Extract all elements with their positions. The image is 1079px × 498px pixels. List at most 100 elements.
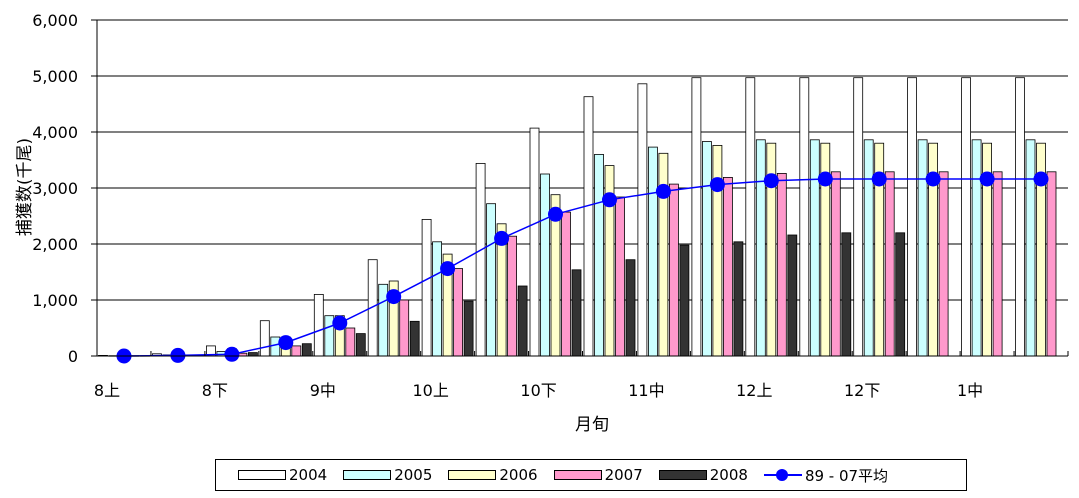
bar-2007-12下: [884, 171, 895, 357]
point-average-1下: [1033, 171, 1049, 187]
bar-2005-11下: [702, 141, 712, 357]
point-average-12中: [817, 171, 833, 187]
y-axis-label: 捕獲数(千尾): [15, 138, 35, 236]
bar-2006-11下: [712, 144, 723, 357]
bar-2008-12下: [895, 232, 906, 357]
bar-2007-10上: [453, 268, 464, 357]
y-tick-label-2: 2,000: [32, 235, 78, 254]
point-average-11上: [602, 192, 617, 208]
legend-item-4: 2008: [658, 466, 748, 484]
legend-label: 2008: [709, 466, 748, 484]
legend-swatch-2008: [658, 470, 707, 480]
bar-2007-9上: [291, 345, 302, 357]
bar-2007-1中: [992, 171, 1003, 357]
x-tick-label-8: 10下: [520, 381, 556, 400]
bar-2004-11上: [583, 96, 594, 357]
bar-2007-10中: [507, 235, 518, 357]
bar-2005-10上: [432, 241, 443, 357]
point-average-10下: [548, 206, 563, 222]
bar-2004-11中: [637, 83, 648, 357]
y-tick-label-6: 6,000: [32, 11, 78, 30]
bar-2007-12中: [830, 171, 841, 357]
bar-series-group: [98, 77, 1057, 357]
legend-item-5: 89 - 07平均: [763, 465, 889, 486]
bar-2004-12中: [799, 77, 810, 357]
x-tick-label-10: 11中: [628, 381, 664, 400]
legend-swatch-2006: [448, 470, 497, 480]
bar-2007-9中: [345, 327, 356, 357]
bar-2005-1上: [917, 139, 928, 357]
point-average-12上: [763, 173, 779, 189]
y-tick-label-3: 3,000: [32, 179, 78, 198]
x-tick-label-4: 9中: [310, 381, 336, 400]
legend-item-3: 2007: [553, 466, 643, 484]
bar-2008-8下: [247, 352, 258, 357]
bar-2005-12下: [863, 139, 874, 357]
line-average: [123, 178, 1041, 357]
bar-2007-11中: [669, 183, 679, 357]
average-line-group: [116, 171, 1049, 364]
x-tick-label-0: 8上: [94, 381, 120, 400]
bar-2004-11下: [691, 77, 702, 357]
bar-2008-11中: [679, 244, 690, 357]
y-tick-label-1: 1,000: [32, 291, 78, 310]
point-average-9中: [332, 315, 348, 331]
bar-2007-10下: [561, 211, 571, 357]
bar-2004-10下: [529, 127, 540, 357]
x-tick-label-2: 8下: [202, 381, 228, 400]
legend-label: 89 - 07平均: [804, 466, 889, 485]
x-tick-label-16: 1中: [957, 381, 983, 400]
legend-label: 2005: [394, 466, 433, 484]
bar-2007-11下: [723, 176, 733, 357]
legend-swatch-2005: [343, 470, 392, 480]
bar-2008-10中: [517, 285, 528, 357]
x-axis-tick-labels: 8上 8下 9中 10上 10下 11中 12上 12下 1中: [94, 381, 983, 400]
bar-2004-12上: [745, 77, 756, 357]
legend-label: 2007: [604, 466, 643, 484]
point-average-11下: [709, 177, 725, 193]
point-average-8下: [224, 346, 240, 362]
bar-2005-10下: [540, 173, 550, 357]
bar-2004-9上: [259, 320, 270, 357]
bar-2008-10下: [571, 269, 582, 357]
legend-label: 2004: [289, 466, 328, 484]
bar-2008-12上: [787, 234, 798, 357]
x-tick-label-12: 12上: [736, 381, 772, 400]
point-average-10中: [494, 230, 510, 246]
point-average-11中: [655, 183, 671, 199]
bar-2005-1下: [1025, 139, 1036, 357]
point-average-1中: [979, 171, 995, 187]
bar-2008-10上: [463, 300, 474, 357]
bar-2004-1中: [961, 77, 971, 357]
bar-2008-12中: [841, 232, 852, 357]
legend-marker-line: [763, 469, 802, 481]
bar-2008-9上: [301, 343, 312, 357]
bar-2008-9下: [409, 320, 420, 357]
point-average-9下: [386, 289, 402, 305]
y-axis-tick-labels: 0 1,000 2,000 3,000 4,000 5,000 6,000: [32, 11, 78, 366]
bar-2004-10中: [475, 162, 486, 357]
bar-2007-1上: [938, 171, 949, 357]
bar-2005-11上: [594, 153, 604, 357]
x-axis-label: 月旬: [575, 415, 609, 435]
bar-2006-11中: [658, 152, 669, 357]
bar-2004-10上: [421, 218, 432, 357]
legend-item-2: 2006: [448, 466, 538, 484]
chart-canvas: 0 1,000 2,000 3,000 4,000 5,000 6,000 8上 8下 9中 10…: [15, 11, 1069, 435]
bar-2007-9下: [399, 299, 410, 357]
legend-swatch-2007: [553, 470, 602, 480]
bar-2005-9下: [378, 283, 389, 357]
point-average-1上: [925, 171, 941, 187]
bar-2005-1中: [971, 139, 982, 357]
gridlines: [97, 19, 1068, 301]
legend-swatch-2004: [238, 470, 286, 480]
bar-2004-1下: [1015, 77, 1025, 357]
bar-2008-9中: [355, 333, 366, 357]
bar-2005-11中: [648, 146, 658, 357]
bar-2005-10中: [486, 203, 497, 357]
legend-item-1: 2005: [343, 466, 432, 484]
point-average-9上: [278, 335, 294, 351]
bar-2007-11上: [615, 196, 625, 357]
bar-2004-12下: [853, 77, 864, 357]
bar-2004-9中: [313, 293, 324, 357]
